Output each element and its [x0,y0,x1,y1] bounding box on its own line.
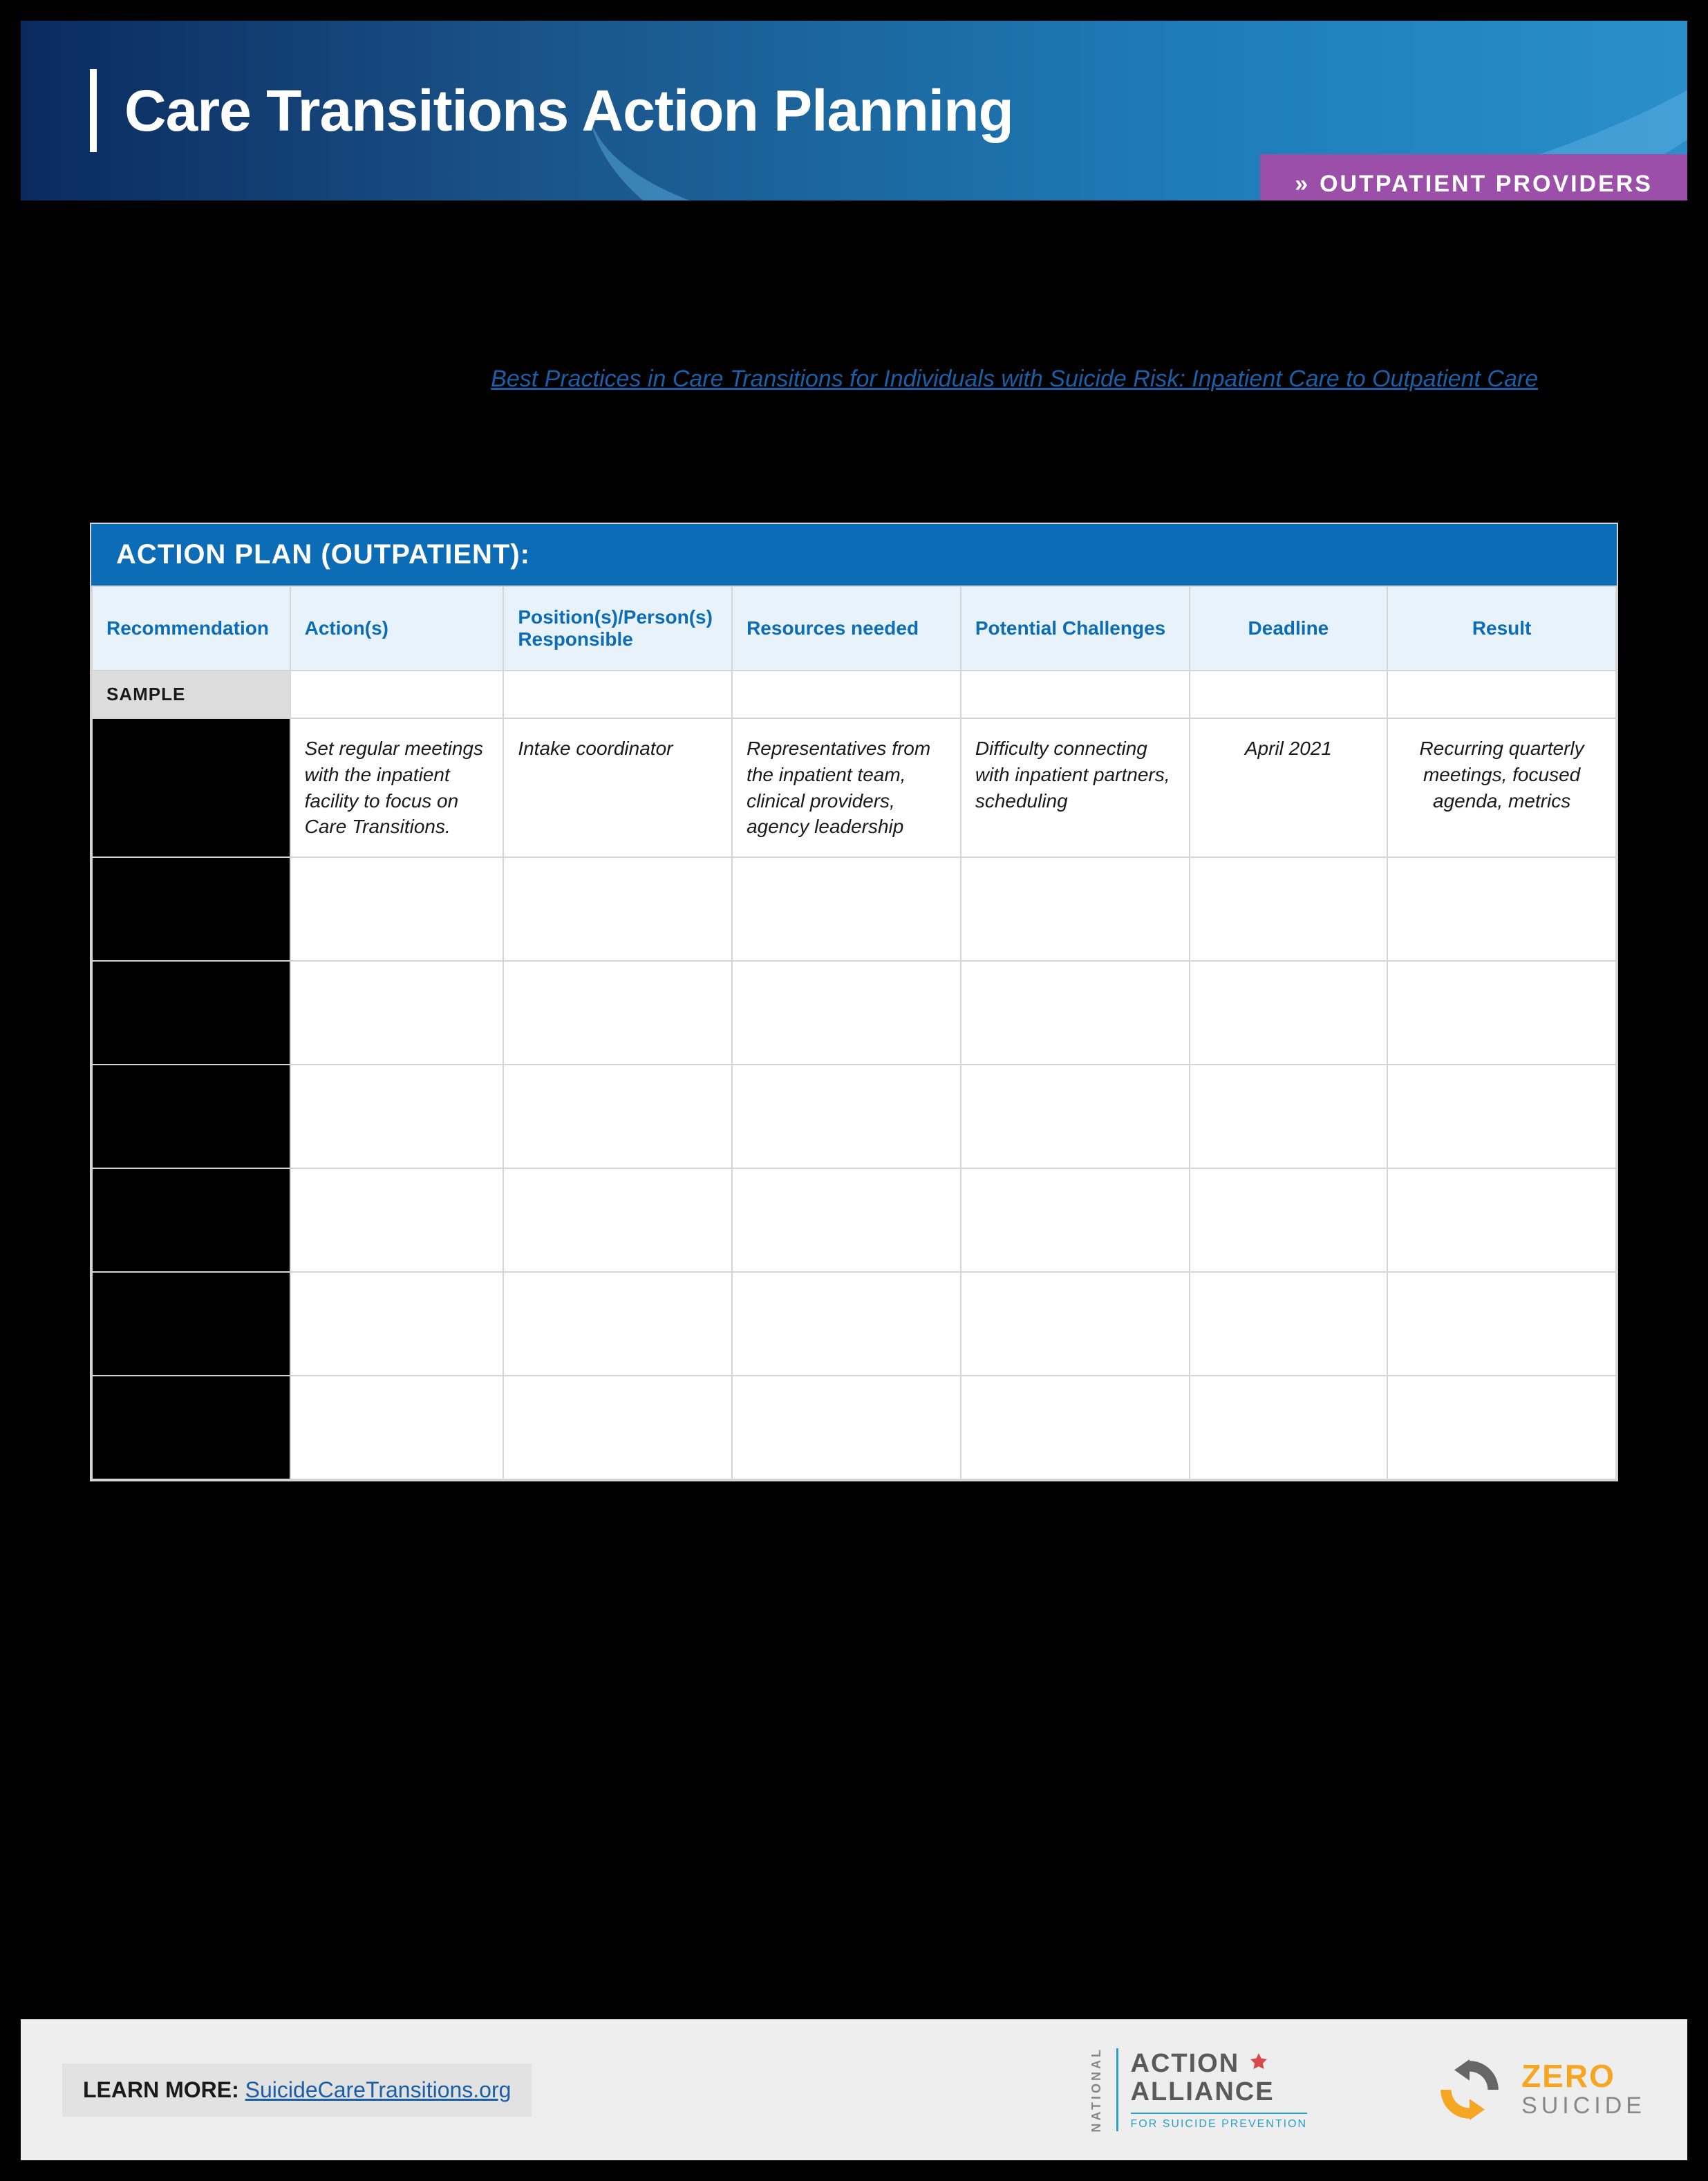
table-cell[interactable] [290,1272,504,1376]
action-alliance-logo: NATIONAL ACTION ALLIANCE FOR SUICIDE PRE… [1089,2047,1308,2133]
table-cell: Representatives from the inpatient team,… [732,718,961,857]
logo-line2: ALLIANCE [1131,2078,1308,2107]
table-cell[interactable] [1387,857,1616,961]
table-cell: Recurring quarterly meetings, focused ag… [1387,718,1616,857]
table-cell[interactable] [961,1272,1190,1376]
table-cell[interactable] [732,1168,961,1272]
table-cell[interactable] [1190,1168,1388,1272]
table-cell[interactable] [961,1168,1190,1272]
table-cell[interactable] [1387,1168,1616,1272]
table-row [92,1065,1616,1168]
table-cell: Set regular meetings with the inpatient … [290,718,504,857]
table-cell: April 2021 [1190,718,1388,857]
footer: LEARN MORE: SuicideCareTransitions.org N… [21,2019,1687,2160]
table-cell[interactable] [503,1376,732,1479]
table-cell[interactable] [961,857,1190,961]
learn-more-link[interactable]: SuicideCareTransitions.org [245,2077,512,2102]
table-cell [92,718,290,857]
table-cell[interactable] [961,961,1190,1065]
table-cell[interactable] [290,1168,504,1272]
table-cell[interactable] [503,857,732,961]
circular-arrows-icon [1432,2052,1508,2128]
header-banner: Care Transitions Action Planning » OUTPAT… [21,21,1687,200]
table-cell[interactable] [1190,857,1388,961]
table-cell[interactable] [1190,1376,1388,1479]
table-cell[interactable] [290,1065,504,1168]
table-cell[interactable] [732,1272,961,1376]
table-cell[interactable] [961,1376,1190,1479]
table-cell[interactable] [1387,1065,1616,1168]
column-header: Deadline [1190,586,1388,671]
table-cell[interactable] [503,1065,732,1168]
logo-vertical-text: NATIONAL [1089,2047,1104,2133]
table-cell[interactable] [503,1272,732,1376]
column-header: Resources needed [732,586,961,671]
page-title: Care Transitions Action Planning [124,77,1013,144]
table-cell[interactable] [92,1272,290,1376]
table-cell[interactable] [290,961,504,1065]
table-cell[interactable] [503,961,732,1065]
column-header: Potential Challenges [961,586,1190,671]
star-icon [1246,2051,1271,2076]
suicide-text: SUICIDE [1521,2092,1646,2120]
best-practices-link[interactable]: Best Practices in Care Transitions for I… [491,366,1538,392]
table-cell[interactable] [290,857,504,961]
column-header: Position(s)/Person(s) Responsible [503,586,732,671]
table-cell[interactable] [92,1168,290,1272]
sample-label-row: SAMPLE [92,671,1616,718]
table-cell: Difficulty connecting with inpatient par… [961,718,1190,857]
table-cell[interactable] [732,961,961,1065]
table-cell[interactable] [1190,1272,1388,1376]
table-cell[interactable] [290,1376,504,1479]
table-cell[interactable] [92,961,290,1065]
zero-text: ZERO [1521,2060,1646,2092]
provider-badge: » OUTPATIENT PROVIDERS [1260,154,1687,200]
table-cell[interactable] [732,1065,961,1168]
badge-text: OUTPATIENT PROVIDERS [1320,171,1653,197]
action-plan-table: RecommendationAction(s)Position(s)/Perso… [91,586,1617,1480]
header-accent-bar [90,69,97,152]
table-row [92,1272,1616,1376]
table-row [92,1168,1616,1272]
table-cell[interactable] [1387,961,1616,1065]
table-cell[interactable] [1387,1376,1616,1479]
logo-divider [1116,2048,1118,2131]
intro-text: Outpatient providers play an important r… [90,256,1618,467]
table-cell: Intake coordinator [503,718,732,857]
sample-data-row: Set regular meetings with the inpatient … [92,718,1616,857]
table-cell[interactable] [961,1065,1190,1168]
table-cell[interactable] [92,1376,290,1479]
table-cell[interactable] [92,1065,290,1168]
learn-more-box: LEARN MORE: SuicideCareTransitions.org [62,2063,532,2117]
intro-p1: Outpatient providers play an important r… [90,256,1618,326]
table-cell[interactable] [732,857,961,961]
column-header: Recommendation [92,586,290,671]
logo-line1: ACTION [1131,2050,1240,2079]
logo-line3: FOR SUICIDE PREVENTION [1131,2113,1308,2131]
zero-suicide-logo: ZERO SUICIDE [1432,2052,1646,2128]
learn-more-label: LEARN MORE: [83,2077,245,2102]
action-plan-table-container: ACTION PLAN (OUTPATIENT): Recommendation… [90,523,1618,1481]
table-row [92,857,1616,961]
column-header: Result [1387,586,1616,671]
table-cell[interactable] [1190,1065,1388,1168]
badge-arrows-icon: » [1295,171,1310,197]
table-cell[interactable] [1190,961,1388,1065]
table-header-row: RecommendationAction(s)Position(s)/Perso… [92,586,1616,671]
column-header: Action(s) [290,586,504,671]
table-cell[interactable] [503,1168,732,1272]
sample-label-cell: SAMPLE [92,671,290,718]
table-cell[interactable] [92,857,290,961]
table-row [92,1376,1616,1479]
table-row [92,961,1616,1065]
intro-p2: Reference the recommendations from Best … [90,362,1618,467]
table-cell[interactable] [1387,1272,1616,1376]
table-title: ACTION PLAN (OUTPATIENT): [91,524,1617,586]
table-cell[interactable] [732,1376,961,1479]
